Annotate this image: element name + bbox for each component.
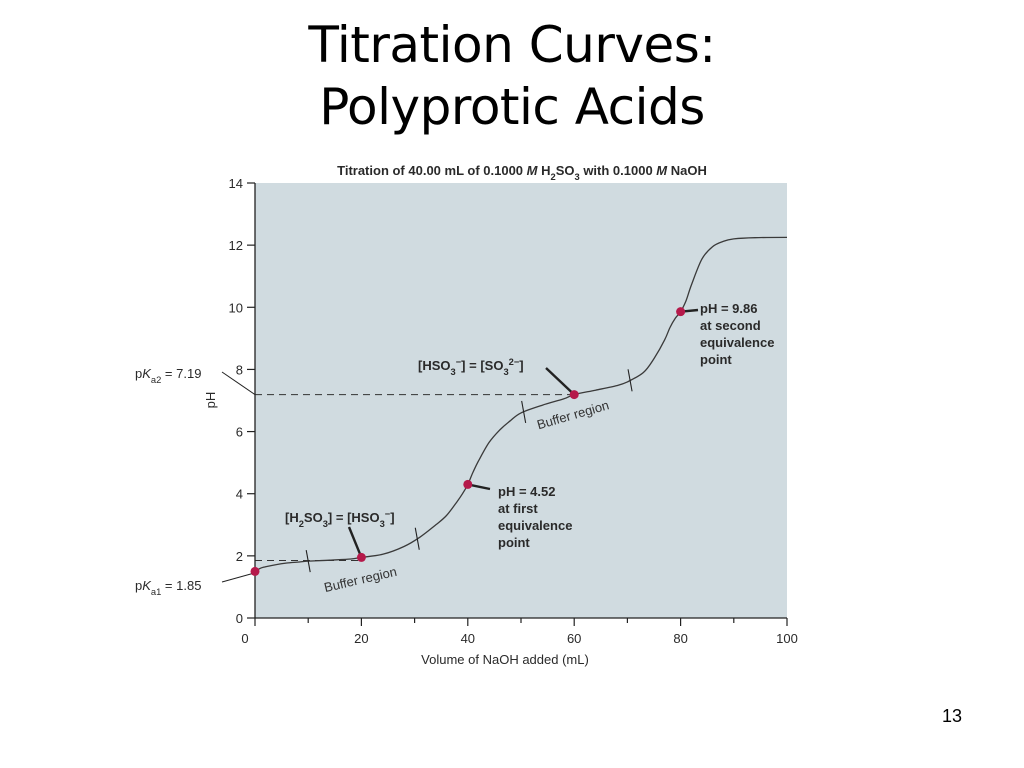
hso3-equal-so3-label: [HSO3−] = [SO32−] xyxy=(418,357,524,377)
label-line-4: point xyxy=(498,535,530,550)
equivalence-points xyxy=(250,307,686,576)
y-tick-label-12: 12 xyxy=(229,238,243,253)
text-part-2: a2 xyxy=(151,375,161,385)
text-part-3: = 7.19 xyxy=(161,366,201,381)
pka2-label: pKa2 = 7.19 xyxy=(135,366,201,385)
y-tick-label-8: 8 xyxy=(236,362,243,377)
text-part-6: with 0.1000 xyxy=(580,163,657,178)
buffer-region-2-mark-2 xyxy=(627,369,633,392)
label-line-2: at second xyxy=(700,318,761,333)
buffer-region-1-mark-1 xyxy=(305,550,311,573)
x-tick-label-20: 20 xyxy=(354,631,368,646)
text-part-6: − xyxy=(385,509,391,519)
label-line-3: equivalence xyxy=(498,518,572,533)
x-tick-label-60: 60 xyxy=(567,631,581,646)
text-part-3: 2 xyxy=(551,172,556,182)
text-part-1: K xyxy=(142,578,152,593)
titration-curve xyxy=(254,236,788,572)
y-axis-label: pH xyxy=(203,392,218,409)
label-line-2: at first xyxy=(498,501,538,516)
second-equivalence-label: pH = 9.86 at second equivalence point xyxy=(700,301,774,367)
text-part-2: SO xyxy=(304,510,323,525)
text-part-4: SO xyxy=(556,163,575,178)
text-part-4: ] = [HSO xyxy=(328,510,380,525)
slide-title-line-1: Titration Curves: xyxy=(308,16,716,74)
text-part-1: M xyxy=(527,163,539,178)
y-tick-label-6: 6 xyxy=(236,425,243,440)
label-line-3: equivalence xyxy=(700,335,774,350)
page-number: 13 xyxy=(941,706,962,726)
plot-background xyxy=(255,183,787,618)
h2so3-leader xyxy=(347,526,363,558)
x-axis-label: Volume of NaOH added (mL) xyxy=(421,652,589,667)
y-tick-label-10: 10 xyxy=(229,300,243,315)
text-part-2: H xyxy=(538,163,551,178)
x-tick-label-0: 0 xyxy=(241,631,248,646)
slide-title-line-2: Polyprotic Acids xyxy=(319,78,705,136)
text-part-0: [HSO xyxy=(418,358,451,373)
pka1-label: pKa1 = 1.85 xyxy=(135,578,201,597)
buffer-region-1-mark-2 xyxy=(414,527,420,550)
data-point-2 xyxy=(356,552,366,562)
y-tick-label-4: 4 xyxy=(236,487,243,502)
text-part-8: NaOH xyxy=(667,163,707,178)
hso3-leader xyxy=(545,367,576,396)
text-part-4: 3 xyxy=(503,367,508,377)
text-part-1: K xyxy=(142,366,152,381)
y-tick-label-2: 2 xyxy=(236,549,243,564)
slide-title: Titration Curves: Polyprotic Acids xyxy=(0,14,1024,138)
label-line-1: pH = 4.52 xyxy=(498,484,555,499)
y-tick-label-14: 14 xyxy=(229,176,243,191)
text-part-1: 2 xyxy=(299,519,304,529)
pka2-leader xyxy=(221,371,256,396)
text-part-7: M xyxy=(656,163,668,178)
buffer-region-2-mark-1 xyxy=(521,400,527,424)
y-tick-label-0: 0 xyxy=(236,611,243,626)
data-point-1 xyxy=(250,566,260,576)
text-part-5: 3 xyxy=(380,519,385,529)
data-point-4 xyxy=(569,390,579,400)
x-tick-label-100: 100 xyxy=(776,631,798,646)
text-part-3: ] = [SO xyxy=(461,358,503,373)
text-part-2: − xyxy=(456,357,462,367)
text-part-2: a1 xyxy=(151,587,161,597)
text-part-0: [H xyxy=(285,510,299,525)
text-part-6: ] xyxy=(519,358,523,373)
text-part-0: Titration of 40.00 mL of 0.1000 xyxy=(337,163,527,178)
text-part-5: 2− xyxy=(509,357,520,367)
h2so3-equal-hso3-label: [H2SO3] = [HSO3−] xyxy=(285,509,395,529)
data-point-3 xyxy=(463,479,473,489)
label-line-1: pH = 9.86 xyxy=(700,301,757,316)
pka1-leader xyxy=(221,572,254,583)
text-part-0: p xyxy=(135,366,142,381)
text-part-5: 3 xyxy=(575,172,580,182)
label-line-4: point xyxy=(700,352,732,367)
x-tick-label-80: 80 xyxy=(673,631,687,646)
axis-ticks: 0 2 4 6 8 10 12 14 0 20 40 60 80 100 xyxy=(229,176,798,646)
text-part-0: p xyxy=(135,578,142,593)
x-tick-label-40: 40 xyxy=(461,631,475,646)
text-part-1: 3 xyxy=(451,367,456,377)
chart-title: Titration of 40.00 mL of 0.1000 M H2SO3 … xyxy=(337,163,707,182)
text-part-3: = 1.85 xyxy=(161,578,201,593)
text-part-3: 3 xyxy=(323,519,328,529)
text-part-7: ] xyxy=(390,510,394,525)
first-equivalence-label: pH = 4.52 at first equivalence point xyxy=(498,484,572,550)
data-point-5 xyxy=(676,307,686,317)
